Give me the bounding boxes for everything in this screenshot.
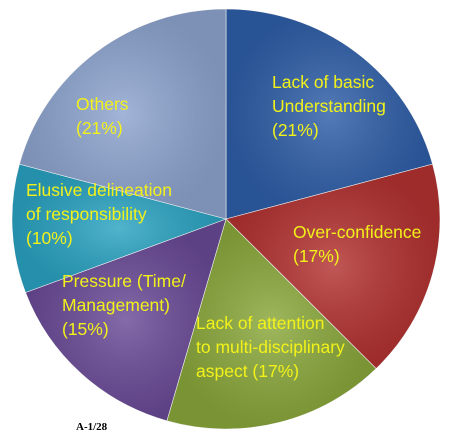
- slice-label-line: (10%): [26, 228, 73, 248]
- slice-label-line: (21%): [76, 118, 123, 138]
- slice-label: Others (21%): [76, 94, 129, 138]
- slice-label-line: (21%): [272, 120, 319, 140]
- slice-label-line: Over-confidence: [293, 222, 421, 242]
- slice-label-line: of responsibility: [26, 204, 147, 224]
- slice-label: Lack of basic Understanding (21%): [272, 72, 386, 140]
- slice-label-line: Management): [62, 295, 170, 315]
- slice-label-line: Lack of attention: [196, 313, 324, 333]
- slice-label-line: Lack of basic: [272, 72, 374, 92]
- slice-label-line: Pressure (Time/: [62, 271, 186, 291]
- pie-slice-shading: [25, 219, 226, 421]
- slice-label-line: Understanding: [272, 96, 386, 116]
- slide-number: A-1/28: [76, 421, 108, 433]
- pie-slice-shading: [166, 219, 377, 429]
- cut-off-caption-text: [0, 428, 461, 435]
- slice-label-line: (17%): [293, 246, 340, 266]
- slice-label: Over-confidence (17%): [293, 222, 421, 266]
- pie-slice-shading: [12, 164, 227, 293]
- slice-label-line: Elusive delineation: [26, 180, 172, 200]
- slice-label: Pressure (Time/Management) (15%): [62, 271, 186, 339]
- slice-label: Lack of attention to multi-disciplinary as…: [196, 313, 345, 381]
- pie-slice-shading: [226, 164, 440, 369]
- slice-label-line: aspect (17%): [196, 361, 299, 381]
- pie-slice-shading: [226, 9, 433, 219]
- slice-label: Elusive delineation of responsibility (10%…: [26, 180, 172, 248]
- pie-slice-shading: [19, 9, 226, 219]
- slice-label-line: to multi-disciplinary: [196, 337, 345, 357]
- slice-label-line: (15%): [62, 319, 109, 339]
- slice-label-line: Others: [76, 94, 129, 114]
